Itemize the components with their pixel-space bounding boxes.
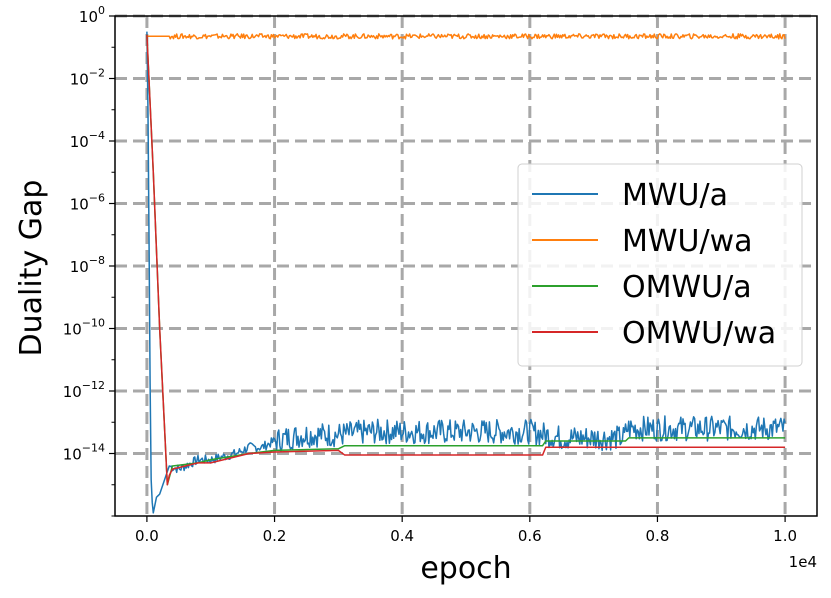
y-tick-label: 10−14 bbox=[63, 442, 105, 464]
series-lines bbox=[146, 31, 786, 514]
x-tick-label: 0.4 bbox=[390, 527, 414, 545]
x-axis-title: epoch bbox=[420, 551, 511, 586]
axis-ticks: 0.0 0.2 0.4 0.6 0.8 1.0 100 10−2 10−4 10−6 10−8 10−… bbox=[63, 4, 797, 545]
series-line-mwu-a bbox=[146, 31, 786, 514]
legend: MWU/a MWU/wa OMWU/a OMWU/wa bbox=[517, 163, 803, 367]
y-tick-label: 10−6 bbox=[70, 192, 105, 214]
y-tick-label: 10−8 bbox=[70, 254, 105, 276]
x-tick-label: 0.8 bbox=[646, 527, 670, 545]
y-axis-title: Duality Gap bbox=[14, 180, 49, 357]
legend-label: OMWU/a bbox=[622, 270, 752, 305]
x-tick-label: 0.6 bbox=[518, 527, 542, 545]
x-axis-offset-label: 1e4 bbox=[789, 553, 817, 571]
legend-label: MWU/a bbox=[622, 178, 728, 213]
x-tick-label: 0.0 bbox=[135, 527, 159, 545]
y-tick-label: 100 bbox=[79, 4, 105, 26]
legend-label: MWU/wa bbox=[622, 224, 753, 259]
y-tick-label: 10−12 bbox=[63, 379, 105, 401]
series-line-mwu-wa bbox=[146, 33, 786, 40]
y-tick-label: 10−10 bbox=[63, 317, 105, 339]
legend-box bbox=[517, 163, 803, 367]
series-line-omwu-wa bbox=[146, 34, 786, 486]
legend-label: OMWU/wa bbox=[622, 316, 776, 351]
y-tick-label: 10−2 bbox=[70, 67, 105, 89]
x-tick-label: 0.2 bbox=[263, 527, 287, 545]
x-tick-label: 1.0 bbox=[773, 527, 797, 545]
y-tick-label: 10−4 bbox=[70, 129, 105, 151]
